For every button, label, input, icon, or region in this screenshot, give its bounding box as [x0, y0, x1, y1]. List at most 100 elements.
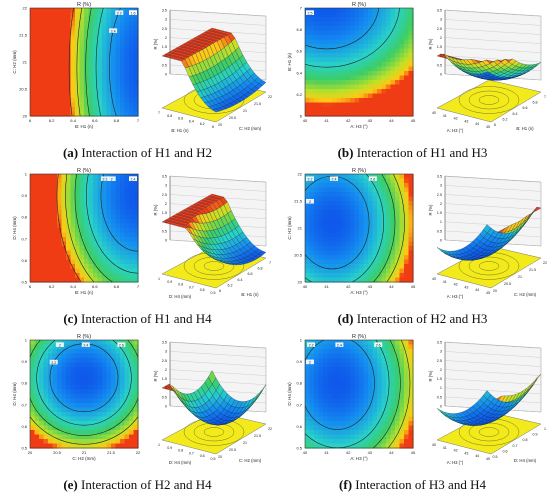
contour-cell — [386, 75, 392, 81]
contour-cell — [309, 89, 315, 95]
contour-cell — [84, 430, 90, 436]
contour-cell — [124, 8, 130, 14]
contour-cell — [75, 71, 81, 77]
surface-y-tick: 20.5 — [504, 282, 511, 286]
contour-cell — [66, 407, 72, 413]
contour-cell — [57, 39, 63, 45]
contour-cell — [102, 376, 108, 382]
surface-z-tick: 3 — [165, 350, 167, 354]
contour-cell — [336, 241, 342, 247]
contour-cell — [57, 62, 63, 68]
contour-cell — [129, 412, 135, 418]
contour-cell — [57, 412, 63, 418]
contour-cell — [75, 268, 81, 274]
contour-cell — [309, 277, 315, 283]
contour-cell — [43, 264, 49, 270]
contour-cell — [350, 255, 356, 261]
contour-cell — [336, 39, 342, 45]
contour-cell — [363, 371, 369, 377]
contour-cell — [359, 434, 365, 440]
contour-cell — [345, 353, 351, 359]
contour-cell — [354, 340, 360, 346]
contour-cell — [34, 416, 40, 422]
contour-cell — [30, 241, 36, 247]
contour-cell — [88, 344, 94, 350]
surface-z-tick: 1 — [440, 54, 442, 58]
contour-cell — [106, 344, 112, 350]
contour-value-label: 2.2 — [102, 177, 107, 181]
contour-cell — [79, 403, 85, 409]
contour-cell — [39, 358, 45, 364]
contour-cell — [390, 17, 396, 23]
contour-cell — [106, 353, 112, 359]
contour-cell — [39, 232, 45, 238]
contour-cell — [120, 349, 126, 355]
contour-cell — [359, 237, 365, 243]
surface-y-tick: 6 — [219, 289, 221, 293]
contour-x-tick: 6 — [29, 284, 32, 289]
contour-cell — [327, 344, 333, 350]
contour-cell — [368, 443, 374, 449]
contour-cell — [341, 84, 347, 90]
contour-cell — [305, 111, 311, 117]
contour-cell — [377, 48, 383, 54]
contour-cell — [88, 358, 94, 364]
contour-cell — [395, 210, 401, 216]
contour-cell — [43, 57, 49, 63]
contour-cell — [314, 385, 320, 391]
contour-cell — [350, 196, 356, 202]
contour-cell — [350, 21, 356, 27]
contour-cell — [381, 98, 387, 104]
contour-cell — [381, 62, 387, 68]
contour-cell — [34, 187, 40, 193]
floor-contour — [478, 95, 500, 105]
contour-cell — [115, 183, 121, 189]
contour-cell — [66, 183, 72, 189]
contour-cell — [93, 12, 99, 18]
contour-cell — [88, 26, 94, 32]
contour-cell — [124, 183, 130, 189]
contour-cell — [129, 205, 135, 211]
contour-cell — [133, 237, 139, 243]
contour-cell — [323, 192, 329, 198]
contour-cell — [359, 443, 365, 449]
contour-cell — [39, 89, 45, 95]
contour-cell — [341, 62, 347, 68]
contour-cell — [332, 362, 338, 368]
contour-cell — [408, 71, 414, 77]
contour-plot: R (%)2.42.221.81.666.26.46.66.872020.521… — [12, 2, 140, 129]
contour-cell — [115, 44, 121, 50]
contour-cell — [323, 71, 329, 77]
floor-contour — [478, 261, 500, 271]
contour-cell — [34, 219, 40, 225]
contour-cell — [43, 376, 49, 382]
contour-cell — [115, 62, 121, 68]
contour-cell — [133, 394, 139, 400]
contour-y-label: C: H2 (mm) — [12, 50, 17, 74]
contour-cell — [336, 80, 342, 86]
contour-cell — [408, 371, 414, 377]
contour-cell — [305, 416, 311, 422]
contour-cell — [106, 210, 112, 216]
contour-cell — [129, 102, 135, 108]
contour-cell — [133, 425, 139, 431]
contour-cell — [377, 425, 383, 431]
surface-y-tick: 6 — [494, 123, 496, 127]
contour-cell — [345, 430, 351, 436]
contour-cell — [404, 349, 410, 355]
contour-cell — [345, 205, 351, 211]
contour-cell — [314, 268, 320, 274]
contour-cell — [327, 255, 333, 261]
contour-cell — [399, 398, 405, 404]
contour-cell — [34, 340, 40, 346]
contour-cell — [93, 385, 99, 391]
surface-z-tick: 3 — [440, 18, 442, 22]
contour-cell — [314, 30, 320, 36]
contour-cell — [124, 389, 130, 395]
contour-cell — [327, 385, 333, 391]
contour-cell — [341, 443, 347, 449]
contour-line — [65, 174, 95, 282]
caption-letter: (e) — [63, 477, 78, 492]
contour-cell — [97, 403, 103, 409]
contour-cell — [34, 228, 40, 234]
